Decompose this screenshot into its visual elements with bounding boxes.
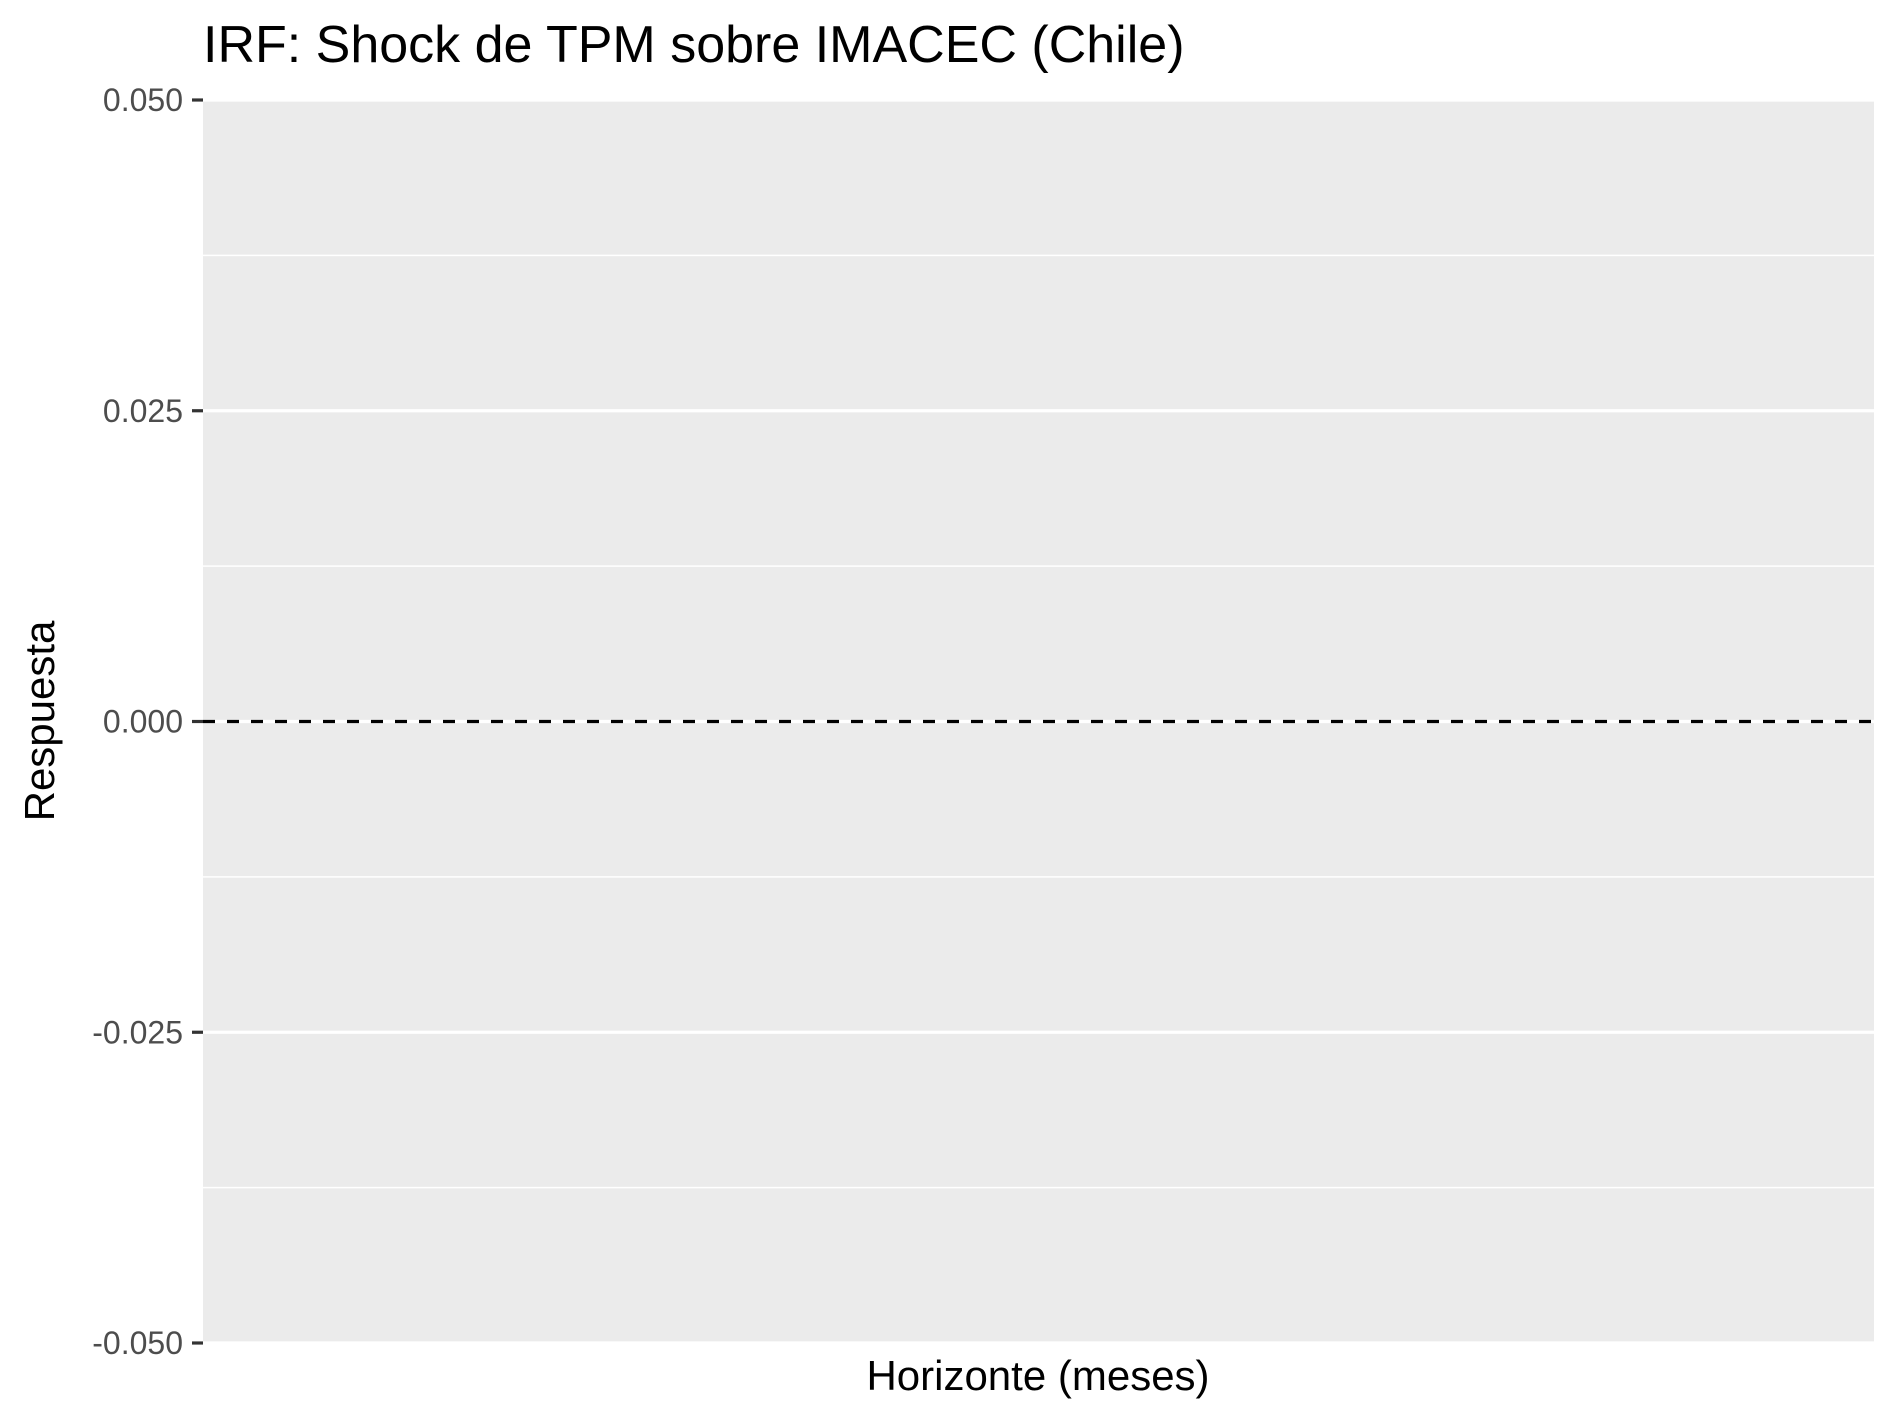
y-axis-ticks: -0.050 -0.025 0.000 0.025 0.050 xyxy=(92,82,203,1361)
x-axis-title: Horizonte (meses) xyxy=(866,1352,1209,1399)
y-tick-label: -0.025 xyxy=(92,1014,183,1050)
y-tick-label: 0.025 xyxy=(103,393,183,429)
y-axis-title: Respuesta xyxy=(16,620,63,821)
y-tick-label: 0.000 xyxy=(103,704,183,740)
chart-title: IRF: Shock de TPM sobre IMACEC (Chile) xyxy=(203,16,1185,74)
y-tick-label: 0.050 xyxy=(103,82,183,118)
y-tick-label: -0.050 xyxy=(92,1325,183,1361)
minor-gridlines xyxy=(203,254,1874,1189)
